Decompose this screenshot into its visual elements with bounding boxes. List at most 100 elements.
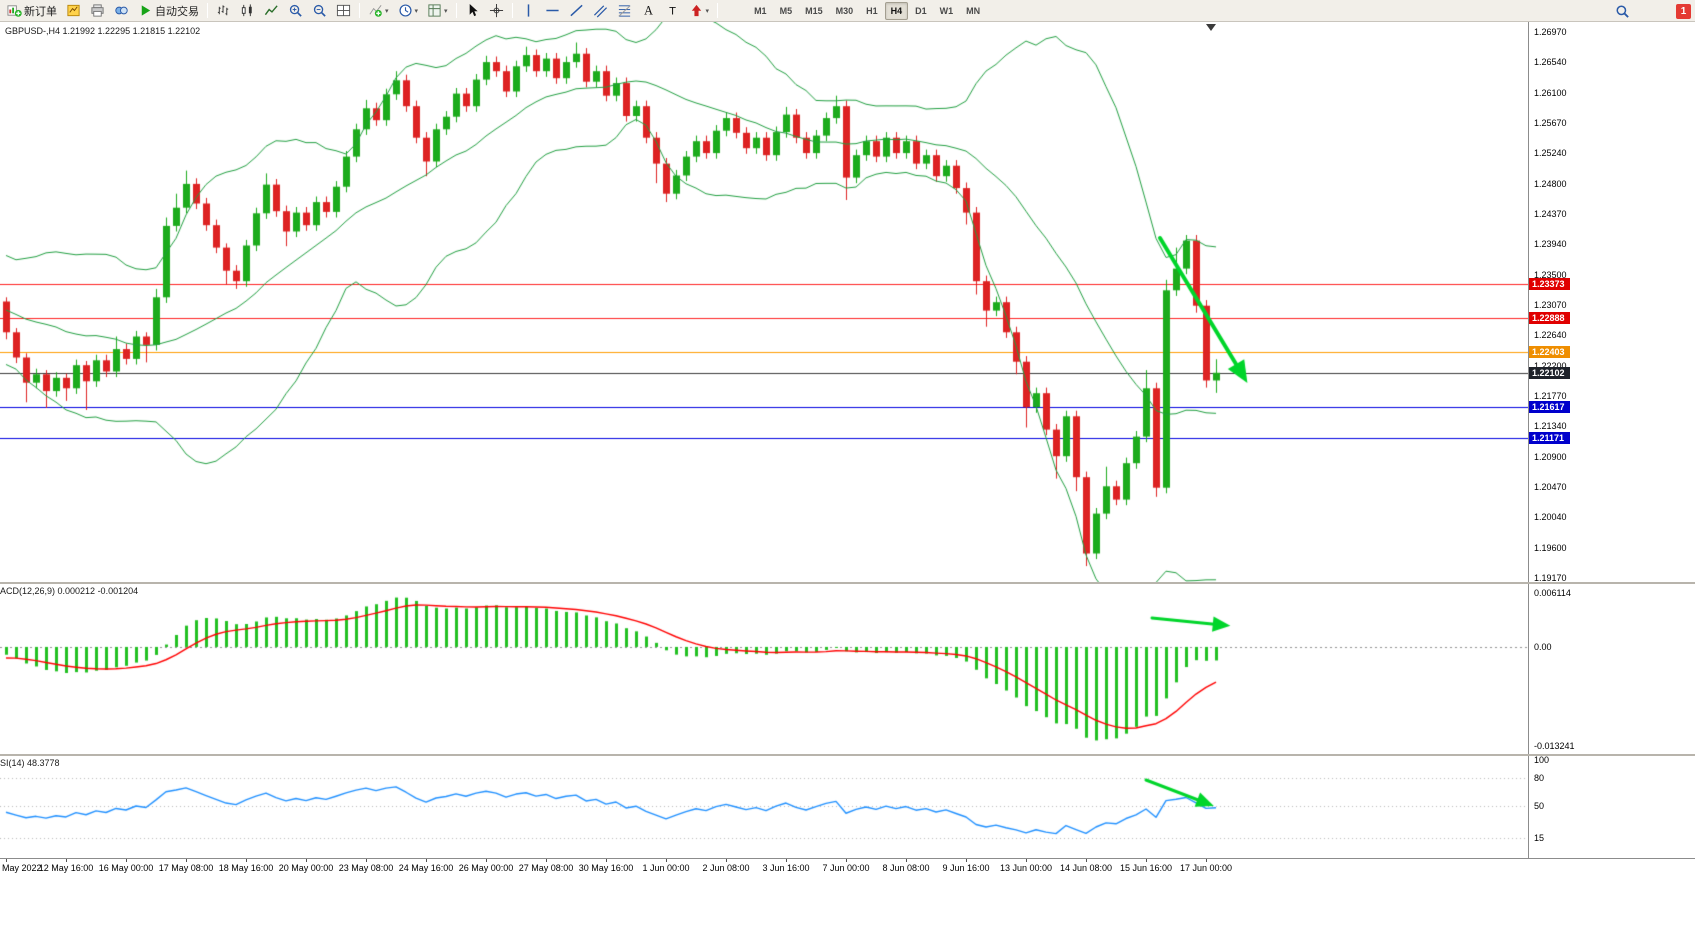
timeframe-button-mn[interactable]: MN	[966, 5, 981, 16]
new-order-button[interactable]: 新订单	[3, 1, 61, 21]
time-axis-label: 8 Jun 08:00	[882, 863, 930, 873]
timeframe-button-m5[interactable]: M5	[779, 5, 793, 16]
svg-text:T: T	[669, 5, 676, 17]
autotrading-button[interactable]: 自动交易	[134, 1, 203, 21]
price-axis[interactable]: 1.26970 1.26540 1.26100 1.25670 1.25240 1.248…	[1528, 22, 1695, 858]
macd-pane-canvas[interactable]	[0, 584, 1528, 754]
svg-text:A: A	[644, 4, 653, 18]
time-axis-label: 3 Jun 16:00	[762, 863, 810, 873]
trendline-button[interactable]	[565, 1, 588, 21]
time-axis-label: 16 May 00:00	[98, 863, 154, 873]
price-axis-label: 1.21770	[1534, 391, 1567, 401]
macd-axis-max: 0.006114	[1534, 588, 1571, 598]
candlestick-chart-button[interactable]	[236, 1, 259, 21]
price-axis-label: 1.20040	[1534, 512, 1567, 523]
price-axis-label: 1.23070	[1534, 300, 1567, 310]
zoom-in-button[interactable]	[284, 1, 307, 21]
profiles-button[interactable]	[110, 1, 133, 21]
price-axis-label: 1.23940	[1534, 239, 1567, 250]
time-axis-label: 20 May 00:00	[278, 863, 334, 873]
price-axis-label: 1.22640	[1534, 330, 1567, 341]
timeframe-button-w1[interactable]: W1	[939, 5, 954, 16]
time-axis-label: 12 May 16:00	[38, 863, 94, 873]
zoom-out-button[interactable]	[308, 1, 331, 21]
indicators-button[interactable]: ▾	[364, 1, 393, 21]
toolbar-separator	[717, 3, 719, 18]
timeframe-button-h4[interactable]: H4	[884, 1, 909, 20]
time-axis-label: 23 May 08:00	[338, 863, 394, 873]
tile-windows-button[interactable]	[332, 1, 355, 21]
text-button[interactable]: A	[637, 1, 660, 21]
search-icon[interactable]	[1611, 1, 1634, 21]
price-axis-label: 1.23500	[1534, 269, 1567, 280]
rsi-axis-label: 80	[1534, 773, 1545, 784]
chart-shift-marker[interactable]	[1206, 24, 1216, 31]
time-axis-label: May 2022	[2, 863, 42, 873]
price-axis-label: 1.24800	[1534, 178, 1567, 189]
time-axis-label: 7 Jun 00:00	[822, 863, 870, 873]
periods-button[interactable]: ▾	[394, 1, 423, 21]
rsi-pane-canvas[interactable]	[0, 756, 1528, 858]
macd-axis-min: -0.013241	[1534, 741, 1575, 751]
arrows-button[interactable]: ▾	[685, 1, 714, 21]
horizontal-line-button[interactable]	[541, 1, 564, 21]
timeframe-button-h1[interactable]: H1	[866, 5, 878, 16]
price-axis-label: 1.19600	[1534, 542, 1567, 553]
time-axis-tick	[246, 859, 247, 862]
time-axis-tick	[606, 859, 607, 862]
time-axis-tick	[426, 859, 427, 862]
rsi-axis-label: 15	[1534, 833, 1545, 844]
time-axis-tick	[1146, 859, 1147, 862]
time-axis-tick	[546, 859, 547, 862]
time-axis-tick	[1206, 859, 1207, 862]
price-chart-canvas[interactable]	[0, 22, 1528, 582]
price-line-tag[interactable]: 1.23373	[1529, 277, 1570, 290]
vertical-line-button[interactable]	[517, 1, 540, 21]
price-line-tag[interactable]: 1.22403	[1529, 345, 1570, 358]
time-axis-label: 26 May 00:00	[458, 863, 514, 873]
print-button[interactable]	[86, 1, 109, 21]
line-chart-button[interactable]	[260, 1, 283, 21]
bar-chart-button[interactable]	[212, 1, 235, 21]
time-axis[interactable]: May 2022 12 May 16:00 16 May 00:00 17 May 0…	[0, 858, 1695, 878]
toolbar-separator	[359, 3, 360, 18]
toolbar-separator	[455, 3, 457, 18]
macd-axis-zero: 0.00	[1534, 641, 1552, 652]
timeframe-button-m30[interactable]: M30	[835, 5, 854, 16]
channel-button[interactable]	[589, 1, 612, 21]
time-axis-label: 9 Jun 16:00	[942, 863, 990, 873]
time-axis-tick	[66, 859, 67, 862]
timeframe-button-m15[interactable]: M15	[805, 5, 823, 16]
chart-window-button[interactable]	[62, 1, 85, 21]
time-axis-label: 27 May 08:00	[518, 863, 574, 873]
time-axis-label: 17 May 08:00	[158, 863, 214, 873]
timeframe-button-m1[interactable]: M1	[754, 5, 767, 16]
time-axis-tick	[786, 859, 787, 862]
notification-badge[interactable]: 1	[1676, 3, 1691, 19]
fibonacci-button[interactable]	[613, 1, 636, 21]
time-axis-tick	[846, 859, 847, 862]
templates-button[interactable]: ▾	[423, 1, 452, 21]
time-axis-label: 24 May 16:00	[398, 863, 454, 873]
pane-splitter-rsi[interactable]	[0, 754, 1695, 756]
price-axis-label: 1.26540	[1534, 57, 1567, 68]
time-axis-tick	[126, 859, 127, 862]
time-axis-label: 15 Jun 16:00	[1119, 863, 1173, 873]
price-line-tag[interactable]: 1.22888	[1529, 311, 1570, 324]
time-axis-label: 14 Jun 08:00	[1059, 863, 1113, 873]
price-line-tag[interactable]: 1.21617	[1529, 400, 1570, 413]
price-axis-label: 1.20470	[1534, 482, 1567, 492]
price-axis-label: 1.24370	[1534, 209, 1567, 219]
time-axis-tick	[966, 859, 967, 862]
timeframe-button-d1[interactable]: D1	[915, 5, 927, 16]
cursor-button[interactable]	[461, 1, 484, 21]
time-axis-tick	[1086, 859, 1087, 862]
label-button[interactable]: T	[661, 1, 684, 21]
price-line-tag[interactable]: 1.22102	[1529, 366, 1570, 379]
time-axis-tick	[906, 859, 907, 862]
pane-splitter-macd[interactable]	[0, 582, 1695, 584]
price-line-tag[interactable]: 1.21171	[1529, 431, 1570, 444]
crosshair-button[interactable]	[485, 1, 508, 21]
price-axis-label: 1.20900	[1534, 451, 1567, 462]
price-axis-label: 1.22200	[1534, 361, 1567, 371]
